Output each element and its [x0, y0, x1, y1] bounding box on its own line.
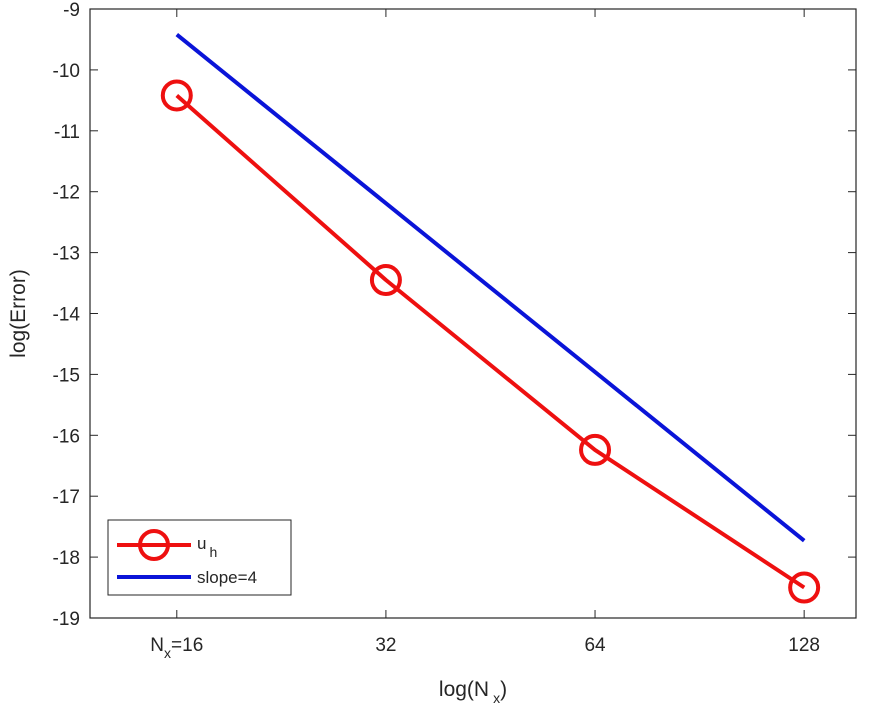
data-point-marker: [160, 79, 193, 112]
legend-marker-u-h: [138, 529, 170, 561]
legend-label-u-h-subscript: h: [209, 544, 217, 560]
x-tick-label: 64: [584, 635, 606, 656]
legend-label-slope: slope=4: [197, 568, 257, 587]
y-tick-label: -13: [53, 244, 80, 265]
x-tick-label: Nx=16: [150, 635, 203, 661]
data-point-marker: [369, 264, 402, 297]
data-point-marker: [788, 571, 821, 604]
y-tick-label: -11: [54, 122, 80, 143]
y-tick-label: -15: [53, 365, 80, 386]
plot-area: [90, 9, 856, 618]
x-axis-label-close: ): [500, 678, 507, 701]
plot-frame: [89, 8, 857, 619]
y-tick-label: -19: [53, 609, 80, 630]
y-tick-label: -9: [63, 0, 80, 21]
legend-box: [107, 519, 292, 596]
y-tick-label: -14: [53, 305, 81, 326]
y-tick-label: -18: [53, 548, 80, 569]
y-tick-label: -12: [53, 183, 80, 204]
series-line-1: [175, 33, 806, 543]
y-tick-label: -16: [53, 426, 80, 447]
series-line-0: [175, 94, 806, 590]
tick-labels: -9 -10 -11 -12 -13 -14 -15 -16 -17 -18 -19 Nx=16 32 6…: [53, 0, 820, 661]
y-tick-label: -10: [53, 61, 80, 82]
y-tick-label: -17: [53, 487, 80, 508]
x-tick-label: 128: [788, 635, 820, 656]
x-axis-label-subscript: x: [493, 690, 500, 706]
x-axis-label-main: log(N: [439, 678, 489, 701]
series-layer: [160, 33, 821, 604]
x-tick-label: 32: [375, 635, 396, 656]
data-point-marker: [579, 433, 612, 466]
legend-label-u-h-main: u: [197, 534, 206, 553]
x-axis-label: log(N x): [439, 678, 507, 706]
y-axis-label: log(Error): [7, 269, 30, 358]
